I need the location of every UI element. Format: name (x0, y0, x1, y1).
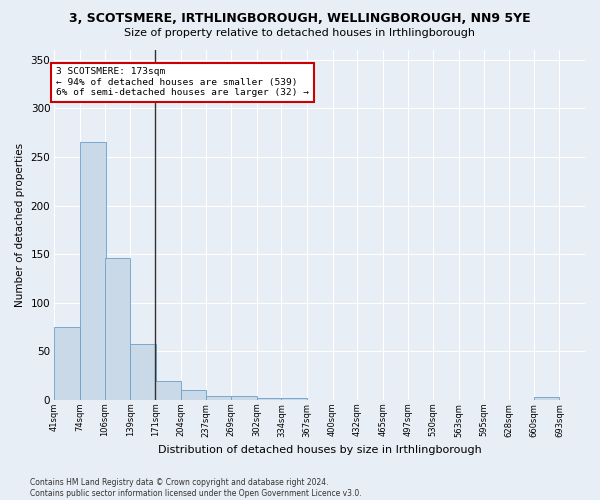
Bar (231, 396, 257, 400)
Bar (55, 327, 80, 400)
Bar (257, 398, 282, 400)
Bar (281, 398, 307, 400)
Bar (105, 258, 130, 400)
Bar (155, 382, 181, 400)
Text: 3 SCOTSMERE: 173sqm
← 94% of detached houses are smaller (539)
6% of semi-detach: 3 SCOTSMERE: 173sqm ← 94% of detached ho… (56, 68, 309, 98)
Text: 3, SCOTSMERE, IRTHLINGBOROUGH, WELLINGBOROUGH, NN9 5YE: 3, SCOTSMERE, IRTHLINGBOROUGH, WELLINGBO… (69, 12, 531, 26)
X-axis label: Distribution of detached houses by size in Irthlingborough: Distribution of detached houses by size … (158, 445, 482, 455)
Y-axis label: Number of detached properties: Number of detached properties (15, 143, 25, 307)
Bar (534, 397, 559, 400)
Text: Size of property relative to detached houses in Irthlingborough: Size of property relative to detached ho… (125, 28, 476, 38)
Bar (181, 390, 206, 400)
Bar (130, 344, 156, 400)
Bar (206, 396, 232, 400)
Text: Contains HM Land Registry data © Crown copyright and database right 2024.
Contai: Contains HM Land Registry data © Crown c… (30, 478, 362, 498)
Bar (80, 142, 106, 400)
